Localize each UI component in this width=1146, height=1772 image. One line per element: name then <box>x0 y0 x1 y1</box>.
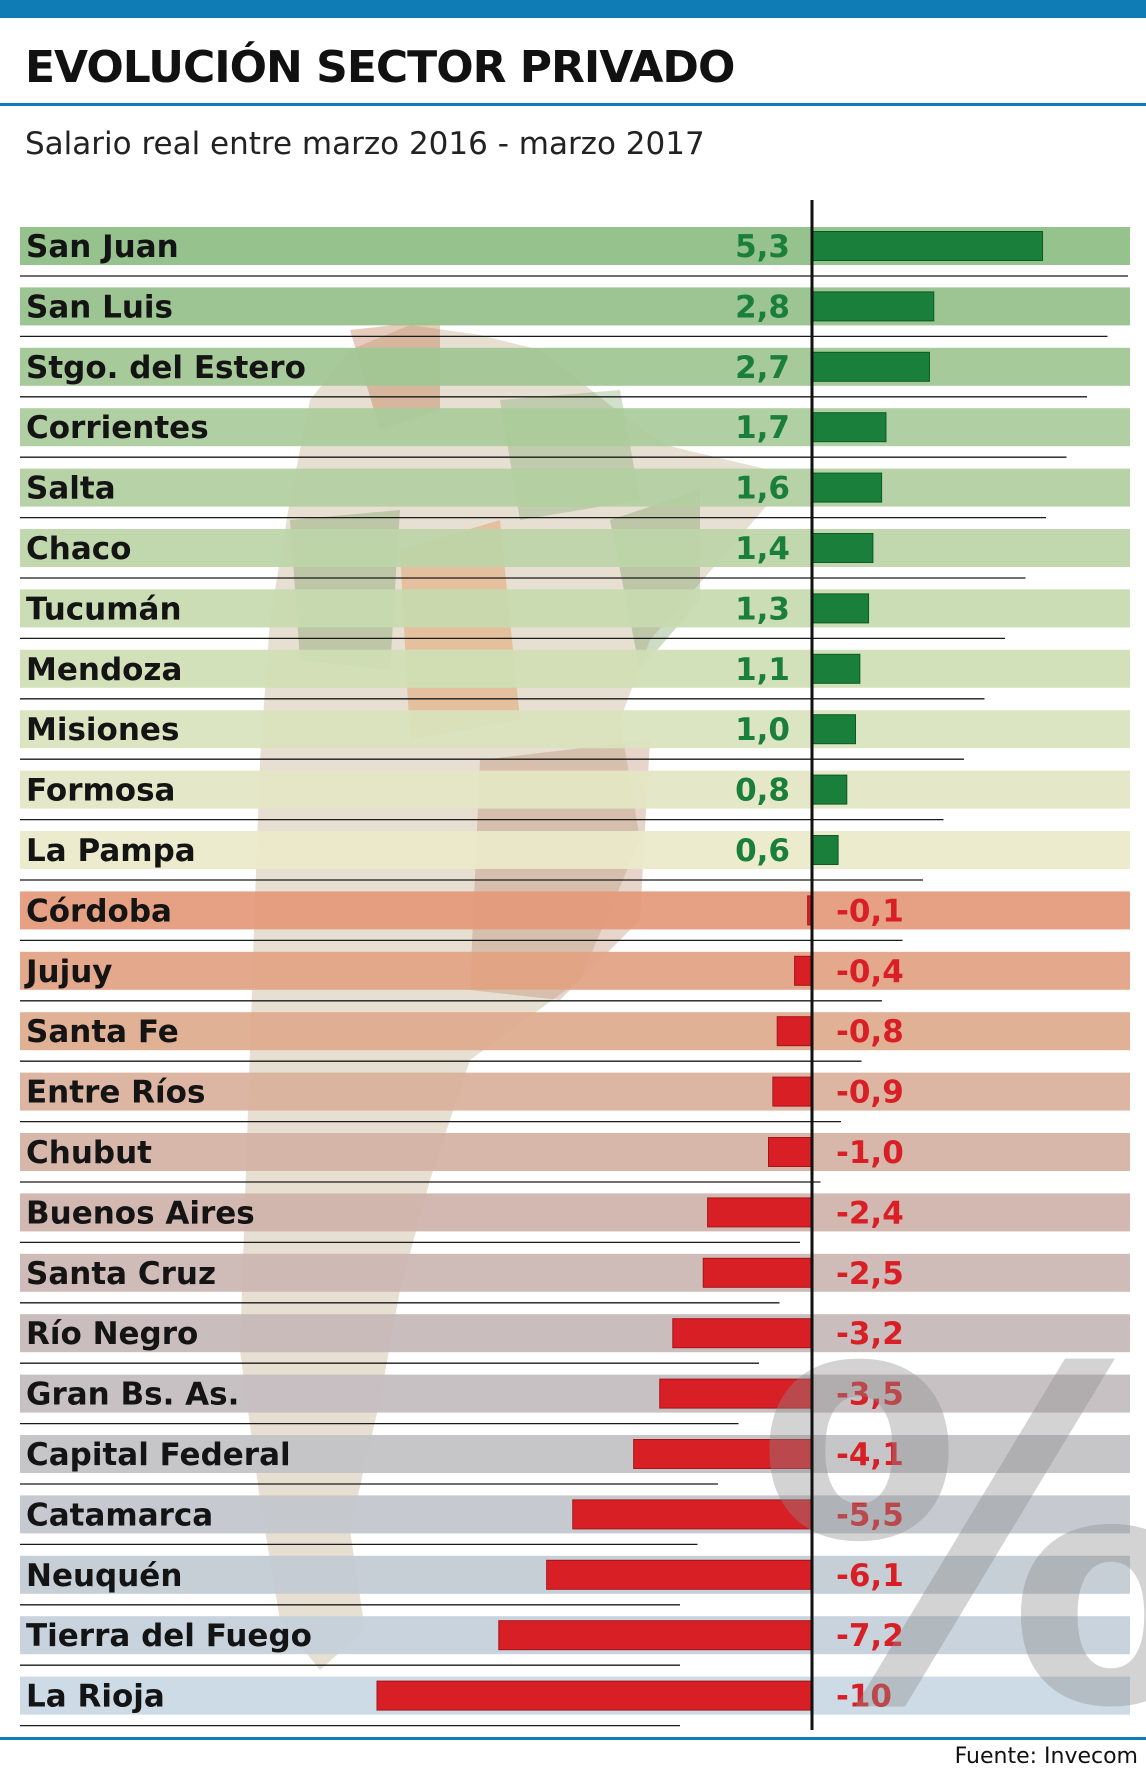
value-label: -4,1 <box>836 1437 904 1473</box>
value-label: -7,2 <box>836 1618 904 1654</box>
row-band <box>20 1193 1130 1232</box>
category-label: Tierra del Fuego <box>26 1618 312 1654</box>
bar <box>772 1076 813 1107</box>
bar <box>376 1680 813 1711</box>
category-label: Misiones <box>26 712 179 748</box>
value-label: -5,5 <box>836 1497 904 1533</box>
category-label: Neuquén <box>26 1558 182 1594</box>
category-label: Río Negro <box>26 1316 198 1352</box>
category-label: Entre Ríos <box>26 1075 205 1111</box>
bar <box>811 533 874 563</box>
bar <box>811 412 887 443</box>
category-label: Santa Fe <box>26 1014 179 1050</box>
chart-title: EVOLUCIÓN SECTOR PRIVADO <box>25 42 735 93</box>
value-label: 5,3 <box>735 229 790 265</box>
category-label: Chubut <box>26 1135 152 1171</box>
title-divider <box>0 103 1146 106</box>
value-label: -2,4 <box>836 1195 904 1231</box>
category-label: San Luis <box>26 289 173 325</box>
row-band <box>20 1072 1130 1111</box>
value-label: 1,3 <box>735 591 790 627</box>
percent-watermark: % <box>755 1274 1146 1730</box>
value-label: -6,1 <box>836 1558 904 1594</box>
row-band <box>20 1314 1130 1353</box>
row-band <box>20 529 1130 567</box>
value-label: 1,1 <box>735 652 790 688</box>
bar <box>811 472 883 503</box>
category-label: Córdoba <box>26 893 172 929</box>
value-label: 2,7 <box>735 350 790 386</box>
row-band <box>20 347 1130 386</box>
bar <box>811 291 935 322</box>
chart-subtitle: Salario real entre marzo 2016 - marzo 20… <box>25 126 705 162</box>
row-band <box>20 710 1130 749</box>
value-label: -2,5 <box>836 1256 904 1292</box>
value-label: 2,8 <box>735 289 790 325</box>
category-label: Catamarca <box>26 1497 213 1533</box>
value-label: 0,6 <box>735 833 790 869</box>
row-band <box>20 468 1130 507</box>
row-band <box>20 408 1130 447</box>
bar <box>811 231 1044 261</box>
footer-divider <box>0 1737 1146 1740</box>
value-label: -0,8 <box>836 1014 904 1050</box>
bar <box>707 1197 813 1228</box>
category-label: Mendoza <box>26 652 182 688</box>
row-band <box>20 1374 1130 1413</box>
row-band <box>20 951 1130 990</box>
value-label: 0,8 <box>735 773 790 809</box>
bar <box>811 714 856 745</box>
category-label: Stgo. del Estero <box>26 350 306 386</box>
bar <box>811 774 848 805</box>
bar <box>633 1439 813 1469</box>
row-band <box>20 831 1130 869</box>
value-label: -0,1 <box>836 893 904 929</box>
bar <box>768 1137 813 1167</box>
category-label: La Rioja <box>26 1679 165 1715</box>
category-label: Salta <box>26 471 116 507</box>
value-label: 1,4 <box>735 531 790 567</box>
value-label: 1,0 <box>735 712 790 748</box>
bar <box>811 351 930 382</box>
bar <box>811 653 861 684</box>
row-band <box>20 287 1130 326</box>
value-label: -10 <box>836 1679 892 1715</box>
row-band <box>20 1133 1130 1171</box>
value-label: -0,4 <box>836 954 904 990</box>
source-note: Fuente: Invecom <box>954 1744 1138 1769</box>
category-label: Jujuy <box>24 954 113 990</box>
category-label: Formosa <box>26 773 175 809</box>
bar <box>776 1016 813 1047</box>
row-band <box>20 1253 1130 1292</box>
bar-chart: San Juan San Luis Stgo. del Estero Corrient… <box>20 200 1146 1730</box>
category-label: Buenos Aires <box>26 1195 255 1231</box>
value-label: -3,2 <box>836 1316 904 1352</box>
row-band <box>20 891 1130 930</box>
bar <box>546 1559 813 1590</box>
bar <box>702 1257 813 1288</box>
top-accent-bar <box>0 0 1146 18</box>
value-label: 1,7 <box>735 410 790 446</box>
category-label: La Pampa <box>26 833 196 869</box>
value-label: -1,0 <box>836 1135 904 1171</box>
row-band <box>20 770 1130 809</box>
category-label: Santa Cruz <box>26 1256 216 1292</box>
bar <box>794 955 813 986</box>
category-label: Tucumán <box>26 591 182 627</box>
category-label: Capital Federal <box>26 1437 291 1473</box>
value-label: 1,6 <box>735 471 790 507</box>
row-band <box>20 1435 1130 1473</box>
row-band <box>20 1012 1130 1051</box>
row-band <box>20 649 1130 688</box>
category-label: Corrientes <box>26 410 209 446</box>
bar <box>811 835 839 865</box>
bar <box>811 593 870 624</box>
category-label: Gran Bs. As. <box>26 1377 239 1413</box>
bar <box>498 1620 813 1651</box>
category-label: Chaco <box>26 531 131 567</box>
category-label: San Juan <box>26 229 179 265</box>
row-band <box>20 589 1130 628</box>
value-label: -3,5 <box>836 1377 904 1413</box>
value-label: -0,9 <box>836 1075 904 1111</box>
